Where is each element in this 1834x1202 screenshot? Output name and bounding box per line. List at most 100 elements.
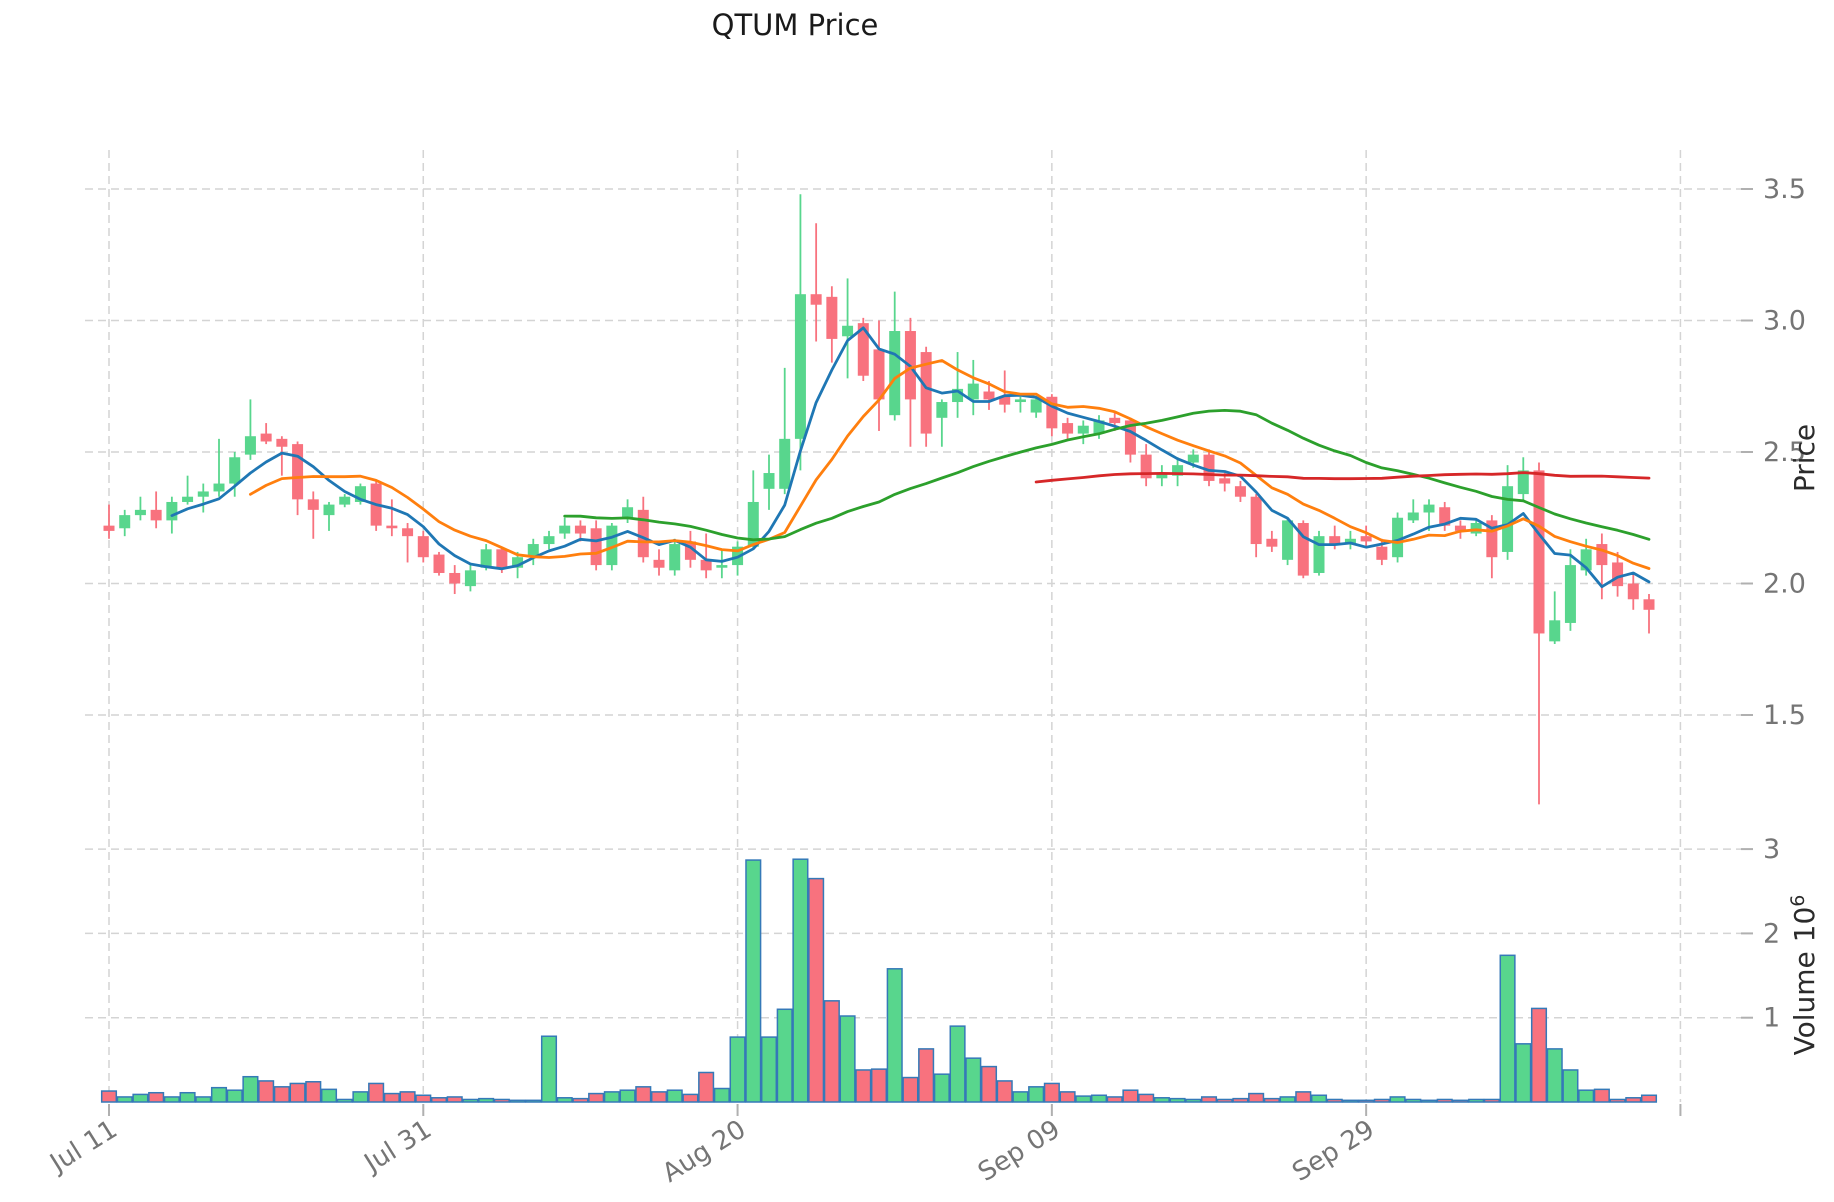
volume-bar [933, 1073, 950, 1103]
volume-bar [1373, 1098, 1390, 1103]
candle-body [1030, 399, 1042, 413]
candle-body [1454, 525, 1466, 531]
price-tick-label: 3.0 [1763, 306, 1806, 337]
candle-body [1549, 620, 1561, 642]
date-axis: Jul 11 Jul 31 Aug 20 Sep 09 Sep 29 [43, 1104, 1682, 1189]
volume-bar [1138, 1093, 1155, 1103]
volume-bar [666, 1089, 683, 1103]
candle-body [1392, 517, 1404, 558]
volume-bar [808, 877, 825, 1103]
volume-bar [446, 1096, 463, 1103]
candle-body [1470, 523, 1482, 534]
price-tick-label: 2.5 [1763, 437, 1806, 468]
candle-body [983, 391, 995, 400]
candle-body [1533, 470, 1545, 634]
candle-body [936, 402, 948, 418]
date-tick-label: Jul 31 [358, 1114, 437, 1179]
volume-bar [273, 1086, 290, 1103]
volume-bar [1468, 1098, 1485, 1103]
candle-body [1517, 470, 1529, 495]
candle-body [1360, 536, 1372, 542]
volume-bar [980, 1065, 998, 1103]
price-axis-title: Price [1788, 424, 1821, 492]
volume-bar [320, 1088, 338, 1103]
volume-bar [462, 1098, 479, 1103]
volume-bar [163, 1096, 180, 1103]
volume-bar [1232, 1097, 1249, 1103]
candle-body [747, 501, 759, 547]
candle-body [826, 296, 838, 339]
candle-body [559, 525, 571, 534]
candle-body [339, 496, 351, 505]
candle-body [1612, 562, 1624, 587]
volume-bars [100, 858, 1658, 1103]
candle-body [967, 383, 979, 400]
volume-bar [179, 1091, 196, 1103]
candle-body [920, 352, 932, 434]
volume-bar [116, 1096, 133, 1103]
volume-bar [918, 1048, 935, 1103]
candle-body [606, 525, 618, 566]
ma5-line [170, 326, 1651, 589]
candle-body [1439, 507, 1451, 526]
volume-bar [839, 1015, 856, 1103]
candle-body [1077, 425, 1089, 434]
volume-bar [1043, 1082, 1060, 1103]
volume-bar [525, 1099, 542, 1103]
candle-body [182, 496, 194, 502]
candle-body [794, 294, 806, 439]
candle-body [952, 388, 964, 403]
volume-bar [1075, 1095, 1092, 1103]
candle-body [889, 331, 901, 416]
candles [103, 194, 1655, 805]
candle-body [1203, 454, 1215, 481]
volume-bar [1436, 1098, 1453, 1103]
candle-body [1062, 423, 1074, 434]
volume-bar [619, 1089, 636, 1103]
candle-body [1407, 512, 1419, 521]
gridlines [85, 150, 1741, 1102]
volume-bar [132, 1093, 149, 1103]
candle-body [103, 525, 115, 531]
candle-body [386, 525, 398, 529]
price-axis: 3.5 3.0 2.5 2.0 1.5 Price [1741, 174, 1821, 731]
volume-bar [965, 1057, 982, 1103]
candle-body [810, 294, 822, 305]
candle-body [1046, 396, 1058, 429]
volume-bar [1295, 1091, 1312, 1103]
candle-body [480, 549, 492, 568]
candle-body [842, 325, 854, 337]
candle-body [213, 483, 225, 492]
candle-body [1172, 465, 1184, 476]
volume-bar [855, 1069, 872, 1103]
volume-axis-title: Volume 106 [1787, 895, 1821, 1056]
date-tick-label: Jul 11 [43, 1114, 122, 1179]
volume-bar [1420, 1099, 1438, 1103]
candle-body [1219, 478, 1231, 484]
candle-body [1234, 486, 1246, 497]
candle-body [999, 396, 1011, 405]
volume-bar [996, 1080, 1013, 1103]
volume-bar [258, 1080, 275, 1103]
candle-body [527, 544, 539, 558]
candle-body [763, 473, 775, 489]
candle-body [700, 559, 712, 571]
price-tick-label: 1.5 [1763, 700, 1806, 731]
candle-body [119, 515, 131, 529]
volume-bar [1028, 1086, 1045, 1103]
candle-body [197, 491, 209, 497]
candle-body [449, 572, 461, 584]
date-tick-label: Sep 29 [1287, 1114, 1380, 1187]
volume-bar [1530, 1007, 1548, 1103]
volume-bar [886, 968, 903, 1103]
volume-bar [1389, 1096, 1406, 1103]
candle-body [1329, 536, 1341, 545]
candle-body [229, 457, 241, 484]
candle-body [134, 509, 146, 516]
volume-bar [242, 1075, 259, 1103]
volume-bar [1499, 954, 1516, 1103]
volume-bar [1263, 1097, 1280, 1103]
volume-bar [1625, 1097, 1642, 1103]
candle-body [1423, 504, 1435, 513]
